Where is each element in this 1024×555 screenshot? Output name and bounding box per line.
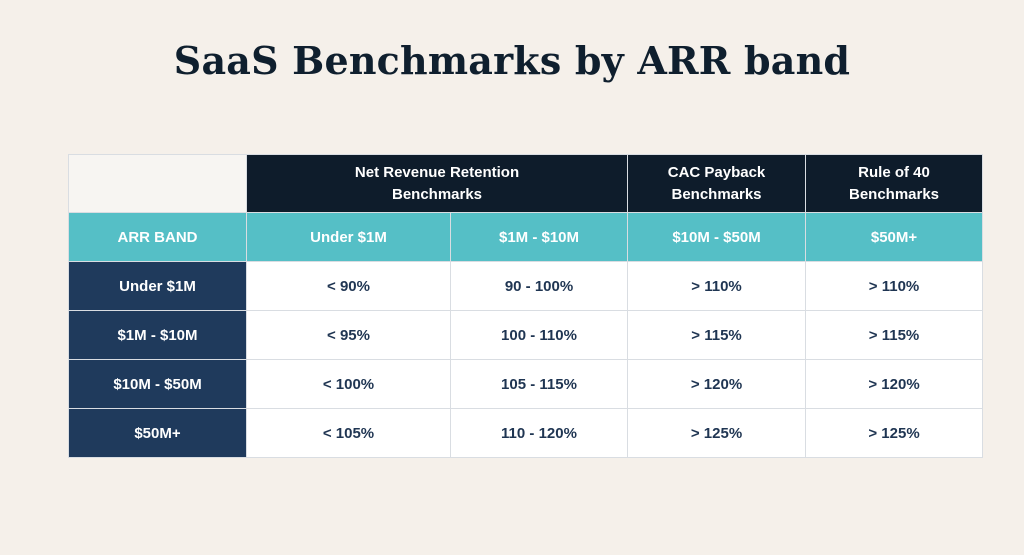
group-header-nrr-line2: Benchmarks [391, 185, 483, 203]
table-cell: > 115% [805, 310, 984, 360]
table-cell: < 90% [246, 261, 451, 311]
table-row: Under $1M < 90% 90 - 100% > 110% > 110% [68, 261, 984, 311]
group-header-cac: CAC Payback Benchmarks [627, 154, 807, 213]
table-cell: 90 - 100% [449, 261, 629, 311]
table-cell: > 120% [805, 359, 984, 409]
sub-header-arr-band: ARR BAND [68, 212, 247, 262]
table-cell: < 95% [246, 310, 451, 360]
group-header-rule40-line1: Rule of 40 [858, 163, 930, 181]
table-cell: > 115% [627, 310, 807, 360]
group-header-nrr-line1: Net Revenue Retention [354, 163, 520, 181]
row-header: $10M - $50M [68, 359, 247, 409]
row-header: $1M - $10M [68, 310, 247, 360]
sub-header-10m-50m: $10M - $50M [627, 212, 807, 262]
table-cell: 105 - 115% [449, 359, 629, 409]
table-cell: > 125% [805, 408, 984, 458]
sub-header-row: ARR BAND Under $1M $1M - $10M $10M - $50… [68, 212, 984, 262]
sub-header-50m-plus: $50M+ [805, 212, 984, 262]
table-cell: 100 - 110% [449, 310, 629, 360]
row-header: Under $1M [68, 261, 247, 311]
group-header-cac-line2: Benchmarks [671, 185, 762, 203]
page-title: SaaS Benchmarks by ARR band [173, 38, 851, 83]
group-header-rule40-line2: Benchmarks [848, 185, 940, 203]
table-cell: < 105% [246, 408, 451, 458]
table-cell: > 120% [627, 359, 807, 409]
group-header-cac-line1: CAC Payback [667, 163, 766, 181]
table-cell: > 110% [627, 261, 807, 311]
table-row: $1M - $10M < 95% 100 - 110% > 115% > 115… [68, 310, 984, 360]
sub-header-1m-10m: $1M - $10M [449, 212, 629, 262]
group-header-nrr: Net Revenue Retention Benchmarks [245, 154, 629, 213]
benchmarks-table: Net Revenue Retention Benchmarks CAC Pay… [68, 154, 984, 458]
row-header: $50M+ [68, 408, 247, 458]
table-row: $50M+ < 105% 110 - 120% > 125% > 125% [68, 408, 984, 458]
group-header-row: Net Revenue Retention Benchmarks CAC Pay… [68, 154, 984, 213]
group-header-rule40: Rule of 40 Benchmarks [805, 154, 984, 213]
sub-header-under-1m: Under $1M [246, 212, 451, 262]
corner-cell [68, 154, 247, 213]
table-cell: > 110% [805, 261, 984, 311]
table-row: $10M - $50M < 100% 105 - 115% > 120% > 1… [68, 359, 984, 409]
table-cell: < 100% [246, 359, 451, 409]
table-cell: 110 - 120% [449, 408, 629, 458]
table-cell: > 125% [627, 408, 807, 458]
